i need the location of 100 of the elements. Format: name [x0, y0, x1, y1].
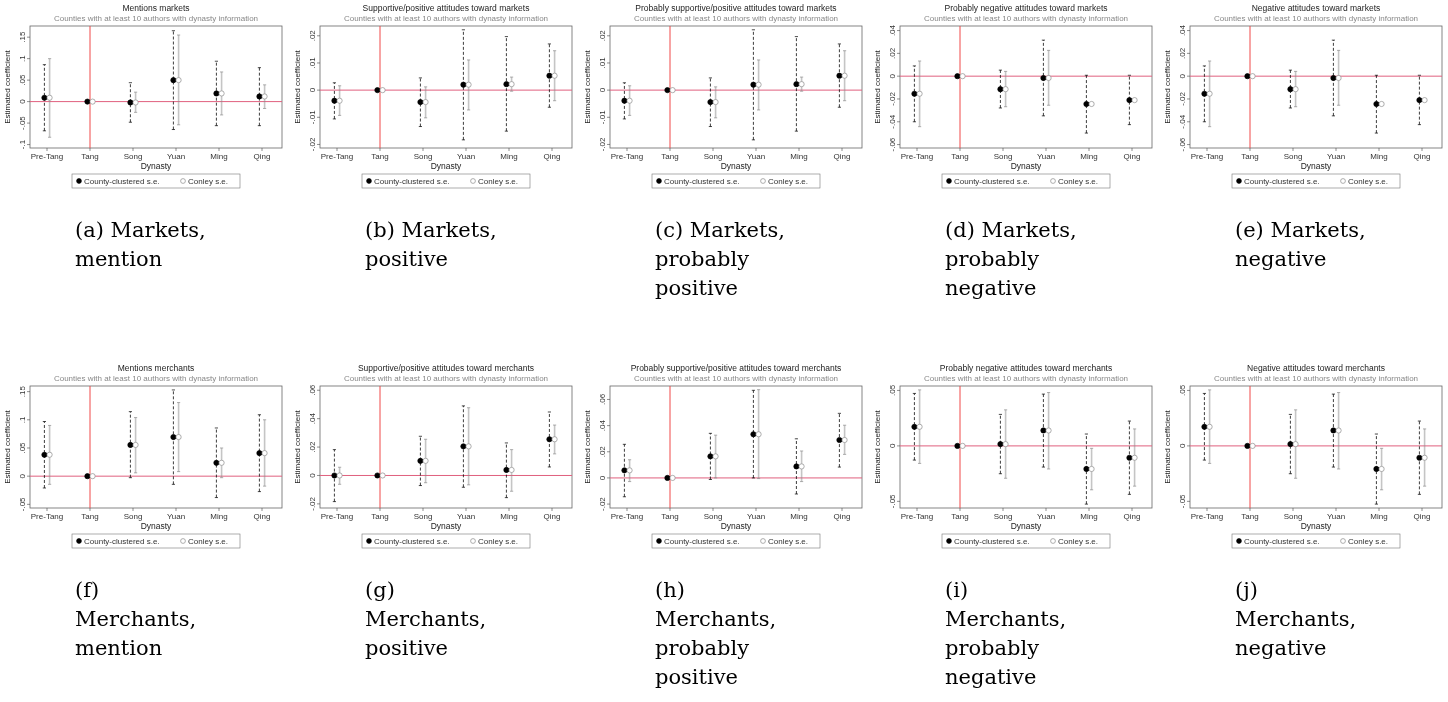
x-tick-label: Song	[123, 512, 143, 521]
y-tick-label: .04	[598, 419, 607, 432]
y-tick-label: -.05	[18, 496, 27, 512]
y-tick-label: .04	[888, 24, 897, 37]
legend-label: County-clustered s.e.	[374, 537, 450, 546]
text: (j) Merchants, negative	[1235, 578, 1357, 660]
x-tick-label: Yuan	[1036, 152, 1056, 161]
x-axis-title: Dynasty	[1010, 161, 1043, 171]
y-tick-label: -.01	[598, 109, 607, 125]
legend-label: County-clustered s.e.	[1244, 177, 1320, 186]
y-tick-label: .02	[598, 29, 607, 42]
chart-subtitle: Counties with at least 10 authors with dynasty information	[1213, 14, 1419, 23]
y-tick-label: -.02	[1178, 91, 1187, 106]
legend-label: Conley s.e.	[188, 177, 229, 186]
chart-subtitle: Counties with at least 10 authors with dynasty information	[923, 14, 1129, 23]
x-tick-label: Pre-Tang	[320, 512, 354, 521]
x-tick-label: Qing	[253, 512, 271, 521]
x-tick-label: Tang	[371, 512, 389, 521]
x-tick-label: Qing	[1413, 512, 1431, 521]
legend-label: County-clustered s.e.	[84, 177, 160, 186]
legend-label: County-clustered s.e.	[664, 177, 740, 186]
y-axis-title: Estimated coefficient	[293, 409, 302, 484]
x-tick-label: Tang	[951, 512, 969, 521]
x-tick-label: Qing	[543, 152, 561, 161]
x-tick-label: Ming	[1080, 152, 1098, 161]
x-tick-label: Pre-Tang	[610, 152, 644, 161]
legend-label: Conley s.e.	[1348, 177, 1389, 186]
chart-title: Negative attitudes toward markets	[1251, 3, 1381, 13]
legend-label: County-clustered s.e.	[954, 177, 1030, 186]
x-tick-label: Song	[703, 512, 723, 521]
x-tick-label: Ming	[1370, 512, 1388, 521]
chart-subtitle: Counties with at least 10 authors with dynasty information	[343, 374, 549, 383]
y-tick-label: -.05	[18, 115, 27, 130]
x-tick-label: Tang	[81, 512, 99, 521]
x-tick-label: Yuan	[1326, 512, 1346, 521]
y-tick-label: 0	[888, 443, 897, 449]
x-tick-label: Yuan	[746, 512, 766, 521]
x-tick-label: Tang	[661, 152, 679, 161]
y-tick-label: .05	[1178, 384, 1187, 396]
legend-label: Conley s.e.	[478, 177, 519, 186]
x-tick-label: Yuan	[1326, 152, 1346, 161]
text: (i) Merchants, probably negative	[945, 578, 1067, 689]
y-tick-label: -.04	[1178, 114, 1187, 129]
chart-title: Supportive/positive attitudes toward markets	[362, 3, 530, 13]
y-axis-title: Estimated coefficient	[3, 49, 12, 124]
x-tick-label: Song	[993, 152, 1013, 161]
y-tick-label: 0	[598, 475, 607, 481]
x-tick-label: Ming	[500, 152, 518, 161]
y-tick-label: .02	[888, 47, 897, 59]
x-tick-label: Qing	[833, 512, 851, 521]
y-tick-label: .15	[18, 385, 27, 398]
x-tick-label: Yuan	[746, 152, 766, 161]
y-tick-label: .05	[18, 74, 27, 86]
y-tick-label: .01	[598, 56, 607, 69]
y-axis-title: Estimated coefficient	[873, 409, 882, 484]
y-tick-label: 0	[308, 87, 317, 93]
x-tick-label: Tang	[1241, 512, 1259, 521]
y-tick-label: .04	[1178, 24, 1187, 37]
y-axis-title: Estimated coefficient	[3, 409, 12, 484]
x-tick-label: Song	[123, 152, 143, 161]
y-tick-label: -.02	[888, 91, 897, 106]
chart-subtitle: Counties with at least 10 authors with dynasty information	[633, 14, 839, 23]
x-axis-title: Dynasty	[720, 521, 753, 531]
y-tick-label: .1	[18, 54, 27, 62]
y-tick-label: .06	[598, 393, 607, 406]
y-tick-label: 0	[598, 87, 607, 93]
y-tick-label: -.02	[598, 137, 607, 152]
text: (b) Markets, positive	[365, 218, 497, 271]
y-tick-label: -.05	[888, 493, 897, 509]
x-axis-title: Dynasty	[430, 521, 463, 531]
legend-label: County-clustered s.e.	[954, 537, 1030, 546]
x-axis-title: Dynasty	[1300, 521, 1333, 531]
x-tick-label: Song	[413, 512, 433, 521]
text: (f) Merchants, mention	[75, 578, 197, 660]
text: (c) Markets, probably positive	[655, 218, 785, 300]
x-tick-label: Pre-Tang	[30, 512, 64, 521]
y-tick-label: -.02	[308, 496, 317, 511]
y-tick-label: -.02	[598, 496, 607, 511]
x-tick-label: Pre-Tang	[610, 512, 644, 521]
x-tick-label: Yuan	[1036, 512, 1056, 521]
y-tick-label: .04	[308, 412, 317, 425]
x-tick-label: Yuan	[456, 152, 476, 161]
x-tick-label: Pre-Tang	[1190, 152, 1224, 161]
legend-label: County-clustered s.e.	[374, 177, 450, 186]
y-tick-label: -.04	[888, 114, 897, 129]
x-tick-label: Yuan	[166, 512, 186, 521]
x-tick-label: Ming	[1080, 512, 1098, 521]
text: (h) Merchants, probably positive	[655, 578, 777, 689]
x-axis-title: Dynasty	[140, 161, 173, 171]
y-tick-label: -.06	[888, 137, 897, 152]
x-tick-label: Tang	[81, 152, 99, 161]
y-tick-label: -.05	[1178, 493, 1187, 509]
y-tick-label: 0	[18, 473, 27, 479]
x-tick-label: Song	[413, 152, 433, 161]
x-tick-label: Tang	[661, 512, 679, 521]
chart-title: Probably negative attitudes toward merchants	[939, 363, 1113, 373]
x-axis-title: Dynasty	[140, 521, 173, 531]
x-tick-label: Ming	[500, 512, 518, 521]
y-axis-title: Estimated coefficient	[293, 49, 302, 124]
chart-title: Probably supportive/positive attitudes toward merchants	[630, 363, 842, 373]
